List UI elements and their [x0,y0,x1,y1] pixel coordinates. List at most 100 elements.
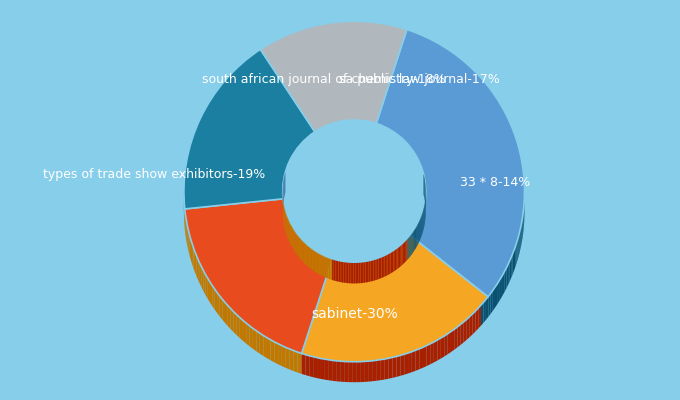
Polygon shape [282,346,286,368]
Polygon shape [420,347,423,369]
Polygon shape [332,260,334,280]
Polygon shape [367,262,369,282]
Polygon shape [278,344,282,366]
Polygon shape [501,274,503,298]
Polygon shape [508,261,510,285]
Polygon shape [212,286,215,310]
Polygon shape [324,256,326,278]
Polygon shape [294,351,298,372]
Polygon shape [311,249,313,270]
Polygon shape [330,259,332,280]
Polygon shape [260,333,263,356]
Polygon shape [296,234,298,256]
Polygon shape [228,306,231,329]
Polygon shape [373,260,375,281]
Polygon shape [503,271,505,295]
Polygon shape [371,261,372,282]
Polygon shape [319,254,321,275]
Polygon shape [192,244,194,268]
Polygon shape [364,262,365,283]
Polygon shape [271,340,274,362]
Polygon shape [381,257,383,278]
Polygon shape [437,338,441,360]
Polygon shape [430,342,434,364]
Polygon shape [318,253,319,274]
Polygon shape [369,261,371,282]
Polygon shape [415,349,420,371]
Polygon shape [203,271,205,295]
Polygon shape [335,260,337,281]
Polygon shape [345,362,349,382]
Polygon shape [375,259,377,280]
Text: types of trade show exhibitors-19%: types of trade show exhibitors-19% [44,168,266,181]
Polygon shape [488,294,490,317]
Polygon shape [470,314,473,337]
Text: south african journal of chemistry-18%: south african journal of chemistry-18% [202,73,445,86]
Polygon shape [378,258,380,279]
Polygon shape [505,268,507,292]
Polygon shape [409,236,411,257]
Polygon shape [341,361,345,382]
Wedge shape [376,30,524,297]
Polygon shape [510,257,511,281]
Polygon shape [481,302,483,326]
Polygon shape [392,356,396,378]
Polygon shape [392,251,394,273]
Polygon shape [325,359,329,380]
Polygon shape [339,261,340,282]
Polygon shape [340,262,342,282]
Polygon shape [454,327,458,350]
Polygon shape [290,349,294,371]
Text: 33 * 8-14%: 33 * 8-14% [460,176,530,190]
Polygon shape [231,309,234,332]
Polygon shape [377,259,378,280]
Polygon shape [352,263,354,284]
Polygon shape [458,324,460,347]
Polygon shape [507,264,508,288]
Polygon shape [417,225,418,247]
Polygon shape [301,354,305,375]
Polygon shape [513,250,514,274]
Polygon shape [234,312,237,335]
Wedge shape [185,199,332,354]
Polygon shape [220,296,222,320]
Polygon shape [300,238,301,260]
Polygon shape [356,263,357,284]
Polygon shape [290,223,291,245]
Polygon shape [343,262,345,283]
Polygon shape [516,240,517,264]
Polygon shape [418,222,419,244]
Polygon shape [187,223,188,248]
Polygon shape [210,282,212,306]
Polygon shape [377,360,381,381]
Polygon shape [190,236,191,260]
Polygon shape [337,361,341,382]
Text: sa public law journal-17%: sa public law journal-17% [339,73,499,86]
Polygon shape [305,243,306,265]
Polygon shape [360,262,362,283]
Polygon shape [321,358,325,380]
Polygon shape [411,233,412,255]
Polygon shape [466,316,470,340]
Polygon shape [349,362,353,382]
Polygon shape [386,255,388,276]
Polygon shape [322,256,324,277]
Polygon shape [396,355,401,377]
Polygon shape [381,359,385,380]
Polygon shape [483,300,486,323]
Polygon shape [486,296,488,320]
Polygon shape [389,253,390,274]
Polygon shape [313,250,315,272]
Polygon shape [202,267,203,292]
Polygon shape [395,249,396,271]
Polygon shape [333,360,337,381]
Polygon shape [412,350,415,372]
Polygon shape [357,263,358,283]
Polygon shape [342,262,343,283]
Polygon shape [396,248,398,270]
Polygon shape [401,354,404,376]
Polygon shape [345,262,347,283]
Polygon shape [497,281,499,304]
Polygon shape [511,254,513,278]
Polygon shape [365,361,369,382]
